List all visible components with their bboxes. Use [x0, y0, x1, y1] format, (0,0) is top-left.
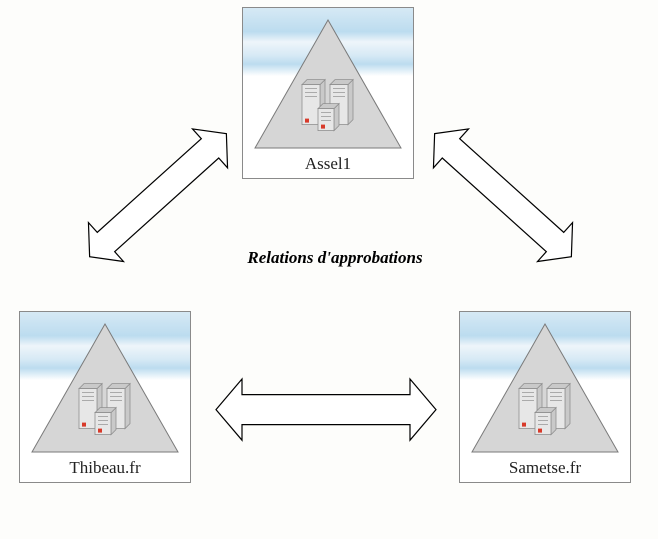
domain-node-label: Sametse.fr	[460, 458, 630, 478]
domain-illustration	[460, 312, 630, 482]
trust-arrow	[64, 167, 252, 223]
domain-node-sametse: Sametse.fr	[459, 311, 631, 483]
diagram-caption: Relations d'approbations	[225, 248, 445, 268]
trust-arrow	[409, 167, 597, 223]
domain-node-label: Assel1	[243, 154, 413, 174]
domain-node-thibeau: Thibeau.fr	[19, 311, 191, 483]
trust-arrow	[214, 377, 438, 442]
domain-node-label: Thibeau.fr	[20, 458, 190, 478]
domain-node-assel1: Assel1	[242, 7, 414, 179]
domain-illustration	[20, 312, 190, 482]
domain-illustration	[243, 8, 413, 178]
